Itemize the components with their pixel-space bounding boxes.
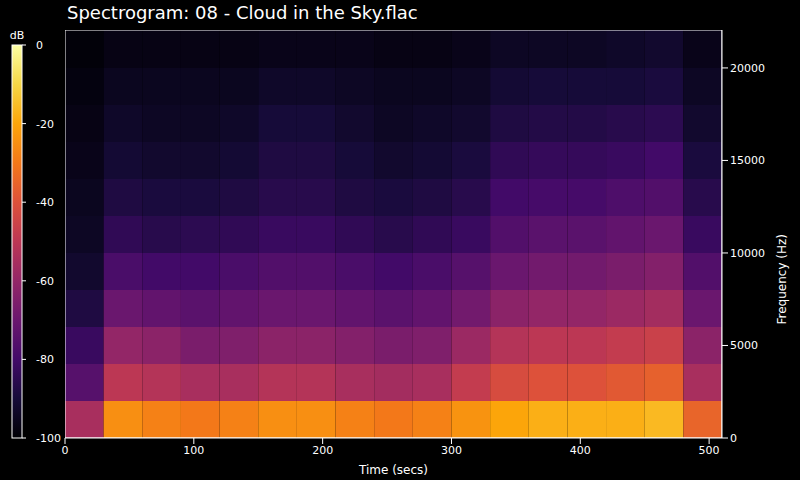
svg-text:dB: dB [10,29,25,42]
svg-text:20000: 20000 [730,62,765,75]
svg-text:100: 100 [183,444,204,457]
svg-text:0: 0 [62,444,69,457]
svg-text:5000: 5000 [730,339,758,352]
svg-text:500: 500 [699,444,720,457]
svg-text:-80: -80 [36,353,54,366]
svg-text:10000: 10000 [730,247,765,260]
svg-text:-40: -40 [36,196,54,209]
svg-text:200: 200 [312,444,333,457]
svg-text:-100: -100 [36,432,61,445]
svg-text:Frequency (Hz): Frequency (Hz) [775,234,789,325]
svg-text:0: 0 [36,39,43,52]
svg-text:0: 0 [730,432,737,445]
svg-text:-60: -60 [36,275,54,288]
html-text:Spectrogram: 08 - Cloud in the: Spectrogram: 08 - Cloud in the Sky.flac [67,2,418,23]
svg-text:300: 300 [441,444,462,457]
svg-text:400: 400 [570,444,591,457]
svg-text:15000: 15000 [730,154,765,167]
svg-text:-20: -20 [36,118,54,131]
svg-text:Time (secs): Time (secs) [358,463,428,477]
